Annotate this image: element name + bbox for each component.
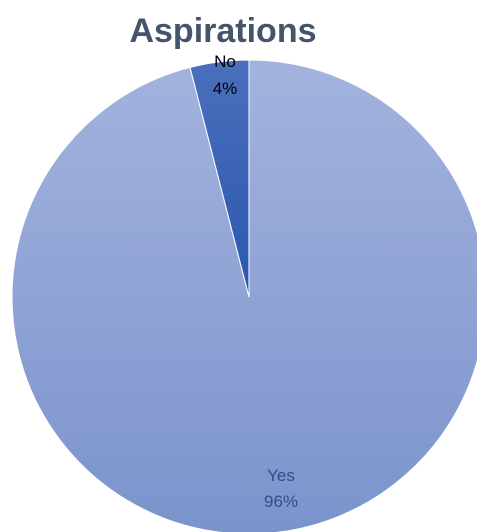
data-label-no-category: No: [214, 52, 236, 71]
pie-slice-no: [189, 59, 250, 298]
data-label-yes-category: Yes: [267, 466, 295, 485]
pie-slice-yes: [11, 59, 477, 532]
pie-slices: [11, 59, 477, 532]
data-label-yes-value: 96%: [264, 492, 298, 511]
data-label-no-value: 4%: [213, 79, 238, 98]
chart-title: Aspirations: [129, 12, 316, 50]
